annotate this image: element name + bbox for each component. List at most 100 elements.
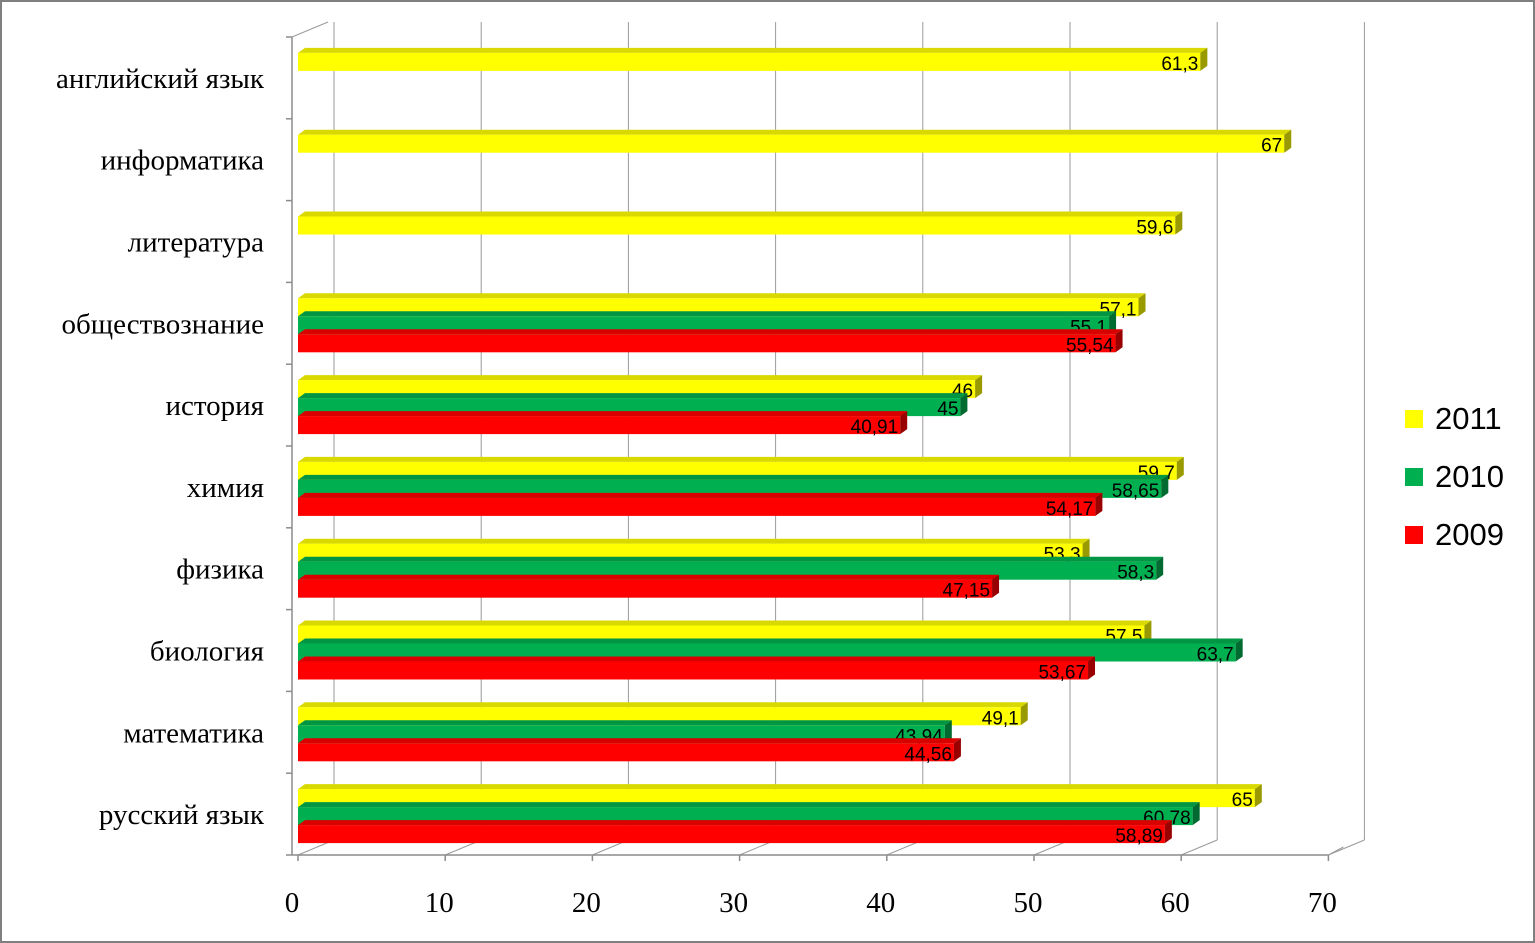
bar-2009 xyxy=(298,661,1089,680)
data-label: 67 xyxy=(1261,136,1282,157)
bar-side-face xyxy=(975,375,983,399)
x-tick-label: 70 xyxy=(1308,887,1337,919)
bar-top-face xyxy=(298,702,1028,708)
data-label: 45 xyxy=(937,399,958,420)
bar-side-face xyxy=(1164,820,1172,844)
bar-side-face xyxy=(1109,311,1117,335)
bar-top-face xyxy=(298,574,1000,580)
bar-top-face xyxy=(298,802,1200,808)
legend: 2011 2010 2009 xyxy=(1405,390,1530,564)
bar-top-face xyxy=(298,738,961,744)
floor-gridline xyxy=(1181,839,1218,856)
bar-side-face xyxy=(1088,656,1096,680)
bar-side-face xyxy=(1156,556,1164,580)
bar-top-face xyxy=(298,211,1183,217)
x-tick-label: 20 xyxy=(572,887,601,919)
category-label: химия xyxy=(187,472,264,504)
bar-top-face xyxy=(298,784,1262,790)
bar-top-face xyxy=(298,720,952,726)
bar-side-face xyxy=(1095,492,1103,516)
bar-side-face xyxy=(1115,329,1123,353)
bar-top-face xyxy=(298,556,1164,562)
bar-side-face xyxy=(1020,702,1028,726)
bar-top-face xyxy=(298,393,968,399)
bar-top-face xyxy=(298,820,1172,826)
bar-side-face xyxy=(1235,638,1243,662)
bar-top-face xyxy=(298,474,1169,480)
legend-item-2009: 2009 xyxy=(1405,506,1530,564)
x-tick-label: 60 xyxy=(1161,887,1190,919)
bar-side-face xyxy=(944,720,952,744)
x-tick-label: 10 xyxy=(425,887,454,919)
category-label: русский язык xyxy=(99,799,265,831)
data-label: 49,1 xyxy=(982,708,1019,729)
bar-2011 xyxy=(298,134,1285,153)
bar-2011 xyxy=(298,52,1201,71)
category-label: информатика xyxy=(101,145,265,177)
data-label: 40,91 xyxy=(851,417,899,438)
legend-label-2009: 2009 xyxy=(1435,517,1504,552)
data-label: 58,3 xyxy=(1117,563,1154,584)
bar-top-face xyxy=(298,375,983,381)
data-label: 55,54 xyxy=(1066,335,1114,356)
bar-side-face xyxy=(960,393,968,417)
legend-label-2010: 2010 xyxy=(1435,459,1504,494)
bar-top-face xyxy=(298,411,908,417)
category-label: математика xyxy=(123,717,264,749)
legend-swatch-2011 xyxy=(1405,410,1423,428)
bar-top-face xyxy=(298,538,1090,544)
bar-2009 xyxy=(298,743,954,762)
bar-2009 xyxy=(298,334,1116,353)
bar-top-face xyxy=(298,492,1103,498)
floor-edge xyxy=(1328,846,1344,856)
bar-top-face xyxy=(298,638,1243,644)
bar-top-face xyxy=(298,456,1184,462)
bar-top-face xyxy=(298,620,1152,626)
bar-top-face xyxy=(298,656,1096,662)
bar-2009 xyxy=(298,416,901,435)
bar-side-face xyxy=(1254,784,1262,808)
bar-side-face xyxy=(1082,538,1090,562)
bar-side-face xyxy=(953,738,961,762)
bar-side-face xyxy=(1192,802,1200,826)
bar-side-face xyxy=(1176,456,1184,480)
bar-side-face xyxy=(900,411,908,435)
bar-side-face xyxy=(1175,211,1183,235)
category-label: английский язык xyxy=(56,63,265,95)
data-label: 47,15 xyxy=(943,581,991,602)
legend-label-2011: 2011 xyxy=(1435,401,1502,436)
bar-side-face xyxy=(1161,474,1169,498)
data-label: 53,67 xyxy=(1038,663,1086,684)
category-label: обществознание xyxy=(62,308,264,340)
bar-side-face xyxy=(1284,129,1292,153)
data-label: 44,56 xyxy=(904,744,952,765)
data-label: 58,89 xyxy=(1115,826,1163,847)
bar-top-face xyxy=(298,311,1117,317)
legend-item-2011: 2011 xyxy=(1405,390,1530,448)
x-tick-label: 50 xyxy=(1014,887,1043,919)
legend-swatch-2010 xyxy=(1405,468,1423,486)
x-tick-label: 0 xyxy=(285,887,300,919)
category-label: биология xyxy=(150,636,264,668)
category-label: литература xyxy=(128,227,264,259)
bar-2009 xyxy=(298,579,993,598)
bar-side-face xyxy=(1138,293,1146,317)
data-label: 65 xyxy=(1232,790,1253,811)
bar-side-face xyxy=(1144,620,1152,644)
bar-side-face xyxy=(1200,47,1208,71)
x-tick-label: 30 xyxy=(719,887,748,919)
category-label: физика xyxy=(176,554,264,586)
floor-gridline xyxy=(1328,839,1365,856)
legend-swatch-2009 xyxy=(1405,526,1423,544)
data-label: 63,7 xyxy=(1197,645,1234,666)
data-label: 58,65 xyxy=(1112,481,1160,502)
bar-top-face xyxy=(298,329,1123,335)
data-label: 61,3 xyxy=(1161,54,1198,75)
bar-2011 xyxy=(298,216,1176,235)
wall-edge xyxy=(291,21,329,38)
bar-top-face xyxy=(298,129,1292,135)
bar-side-face xyxy=(992,574,1000,598)
legend-item-2010: 2010 xyxy=(1405,448,1530,506)
x-tick-label: 40 xyxy=(866,887,895,919)
